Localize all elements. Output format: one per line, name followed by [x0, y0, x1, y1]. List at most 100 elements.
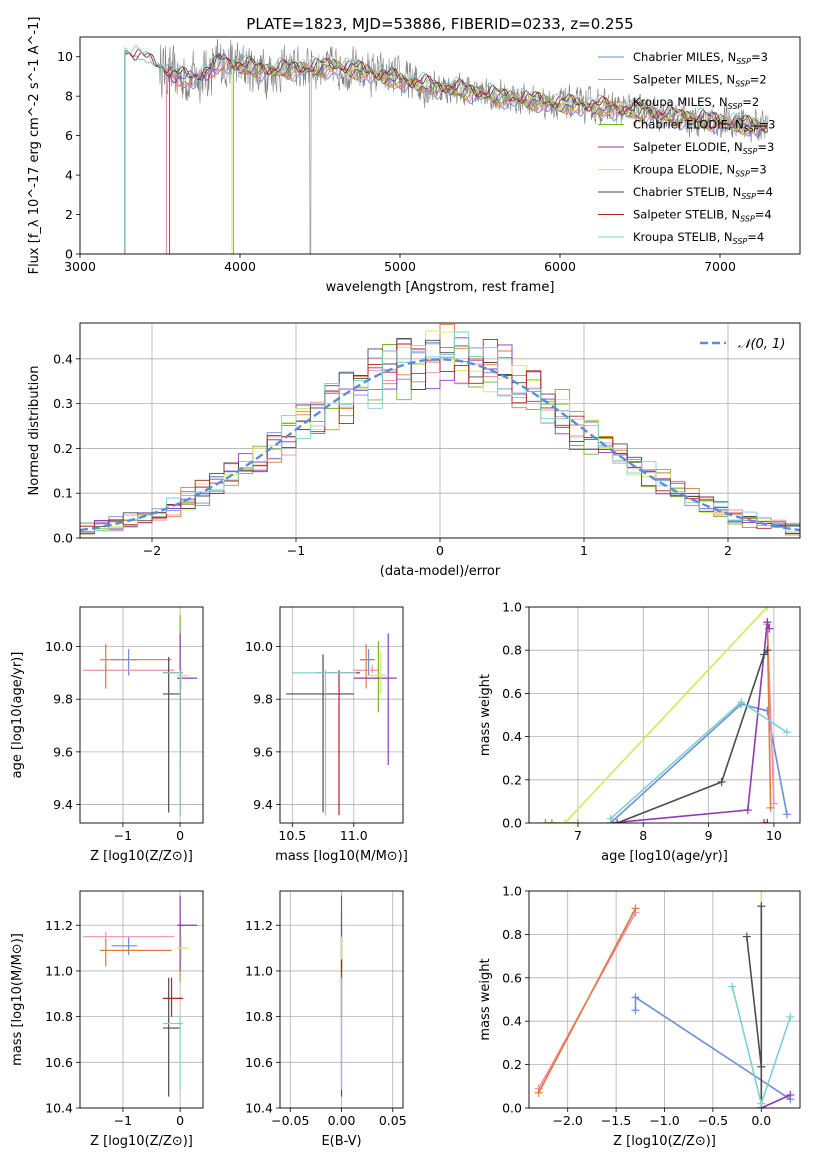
x-tick-label: −1: [287, 543, 305, 558]
errorbar-point-salpeter-elodie: [177, 895, 198, 971]
x-tick-label: 10: [766, 828, 782, 843]
axes-frame: [79, 36, 801, 255]
y-tick-label: 11.0: [245, 963, 273, 978]
x-tick-label: −1: [114, 828, 132, 843]
x-tick-label: −1.0: [649, 1113, 679, 1128]
axes-frame: [528, 890, 801, 1109]
y-axis-label: Flux [f_λ 10^-17 erg cm^-2 s^-1 A^-1]: [27, 17, 42, 275]
x-tick-label: 8: [639, 828, 647, 843]
y-tick-label: 11.2: [45, 918, 73, 933]
y-tick-label: 10.8: [245, 1009, 273, 1024]
x-tick-label: −2.0: [553, 1113, 583, 1128]
y-axis-label: mass weight: [478, 674, 493, 756]
errorbar-point-kroupa-miles: [359, 643, 373, 689]
weight-series-chabrier-stelib: [613, 646, 772, 823]
legend-label: Chabrier ELODIE, NSSP=3: [633, 118, 775, 134]
x-tick-label: 2: [724, 543, 732, 558]
histogram-step-salpeter-stelib: [80, 338, 800, 534]
errorbar-point-chabrier-elodie: [372, 641, 385, 713]
errorbar-point-kroupa-stelib: [292, 670, 357, 816]
x-tick-label: 4000: [224, 259, 256, 274]
y-tick-label: 0.8: [502, 643, 522, 658]
y-tick-label: 10.6: [245, 1055, 273, 1070]
y-axis-label: mass weight: [478, 958, 493, 1040]
x-axis-label: mass [log10(M/M⊙)]: [275, 849, 408, 864]
axes-frame: [79, 606, 204, 824]
axes-frame: [79, 890, 204, 1109]
y-tick-label: 0.3: [53, 396, 73, 411]
legend-label: Salpeter MILES, NSSP=2: [633, 73, 767, 89]
plot-area: [80, 38, 769, 254]
weight-line: [610, 700, 788, 820]
histogram-step-chabrier-stelib: [80, 337, 800, 534]
errorbar-point-kroupa-elodie: [177, 936, 189, 960]
y-tick-label: 10.0: [245, 639, 273, 654]
axes-frame: [279, 890, 404, 1109]
y-tick-label: 0.6: [502, 686, 522, 701]
panel-residual-histogram: −2 −1 0 1 2 0.0 0.1 0.2 0.3 0.4 (data-model)/error…: [27, 322, 801, 579]
y-tick-label: 0.4: [53, 351, 73, 366]
plot-area: [529, 607, 800, 823]
y-tick-label: 0.0: [502, 1101, 522, 1116]
weight-series-salpeter-stelib: [760, 819, 772, 823]
model-line-chabrier-stelib: [80, 52, 769, 254]
x-tick-label: −0.5: [698, 1113, 728, 1128]
panel-age-vs-Z: −1 0 9.4 9.6 9.8 10.0 Z [log10(Z/Z⊙)] age [log1…: [10, 606, 204, 864]
errorbar-point-chabrier-stelib: [286, 654, 354, 813]
x-axis-label: wavelength [Angstrom, rest frame]: [326, 280, 555, 295]
y-tick-label: 10.6: [45, 1055, 73, 1070]
x-tick-label: 0: [436, 543, 444, 558]
weight-series-chabrier-elodie: [541, 819, 582, 823]
y-tick-label: 10.4: [245, 1101, 273, 1116]
y-tick-label: 10.0: [45, 639, 73, 654]
errorbar-point-kroupa-stelib: [162, 670, 183, 816]
weight-series-kroupa-miles: [534, 904, 640, 1097]
y-tick-label: 10.4: [45, 1101, 73, 1116]
y-tick-label: 4: [65, 168, 73, 183]
y-axis-label: Normed distribution: [27, 366, 42, 496]
errorbar-point-salpeter-elodie: [353, 633, 397, 766]
axes-frame: [528, 606, 801, 824]
legend-label: Kroupa STELIB, NSSP=4: [633, 230, 764, 246]
legend-label: Kroupa MILES, NSSP=2: [633, 95, 759, 111]
axes-frame: [279, 606, 404, 824]
panel-mass-vs-ebv: −0.05 0.00 0.05 10.4 10.6 10.8 11.0 11.2 E(B-V): [245, 890, 407, 1149]
plot-area: [80, 323, 800, 538]
panel-massweight-vs-Z: −2.0 −1.5 −1.0 −0.5 0.0 0.0 0.2 0.4 0.6 0.8 1.0 Z […: [478, 884, 801, 1149]
y-tick-label: 0: [65, 247, 73, 262]
y-tick-label: 1.0: [502, 600, 522, 615]
weight-line: [760, 1094, 791, 1108]
panel-massweight-vs-age: 7 8 9 10 0.0 0.2 0.4 0.6 0.8 1.0 age [log10(age/yr…: [478, 600, 801, 864]
y-tick-label: 0.2: [502, 772, 522, 787]
x-axis-label: Z [log10(Z/Z⊙)]: [613, 1134, 716, 1149]
histogram-step-kroupa-stelib: [80, 331, 800, 533]
weight-series-kroupa-stelib: [728, 982, 795, 1108]
y-tick-label: 11.2: [245, 918, 273, 933]
legend-label: Chabrier STELIB, NSSP=4: [633, 185, 773, 201]
legend-label: Salpeter ELODIE, NSSP=3: [633, 140, 774, 156]
y-tick-label: 0.1: [53, 486, 73, 501]
weight-line: [746, 906, 763, 1108]
x-tick-label: 7: [574, 828, 582, 843]
x-tick-label: 0.00: [328, 1113, 356, 1128]
weight-series-chabrier-miles: [606, 700, 791, 823]
weight-line: [610, 621, 771, 823]
weight-line: [610, 703, 788, 823]
legend-label: 𝒩(0, 1): [738, 337, 785, 352]
weight-series-kroupa-stelib: [606, 698, 791, 823]
y-tick-label: 9.4: [253, 797, 273, 812]
plot-area: [280, 891, 403, 1108]
plot-area: [80, 891, 203, 1108]
errorbar-point-kroupa-miles: [100, 938, 172, 967]
x-tick-label: −2: [143, 543, 161, 558]
y-tick-label: 0.0: [502, 816, 522, 831]
x-tick-label: 6000: [544, 259, 576, 274]
y-tick-label: 10: [57, 49, 73, 64]
legend: Chabrier MILES, NSSP=3 Salpeter MILES, NS…: [598, 50, 775, 246]
errorbar-point-chabrier-stelib: [162, 657, 181, 813]
x-axis-label: Z [log10(Z/Z⊙)]: [90, 1134, 193, 1149]
errorbar-point-kroupa-elodie: [177, 667, 189, 689]
y-tick-label: 11.0: [45, 963, 73, 978]
x-tick-label: 0: [176, 1113, 184, 1128]
